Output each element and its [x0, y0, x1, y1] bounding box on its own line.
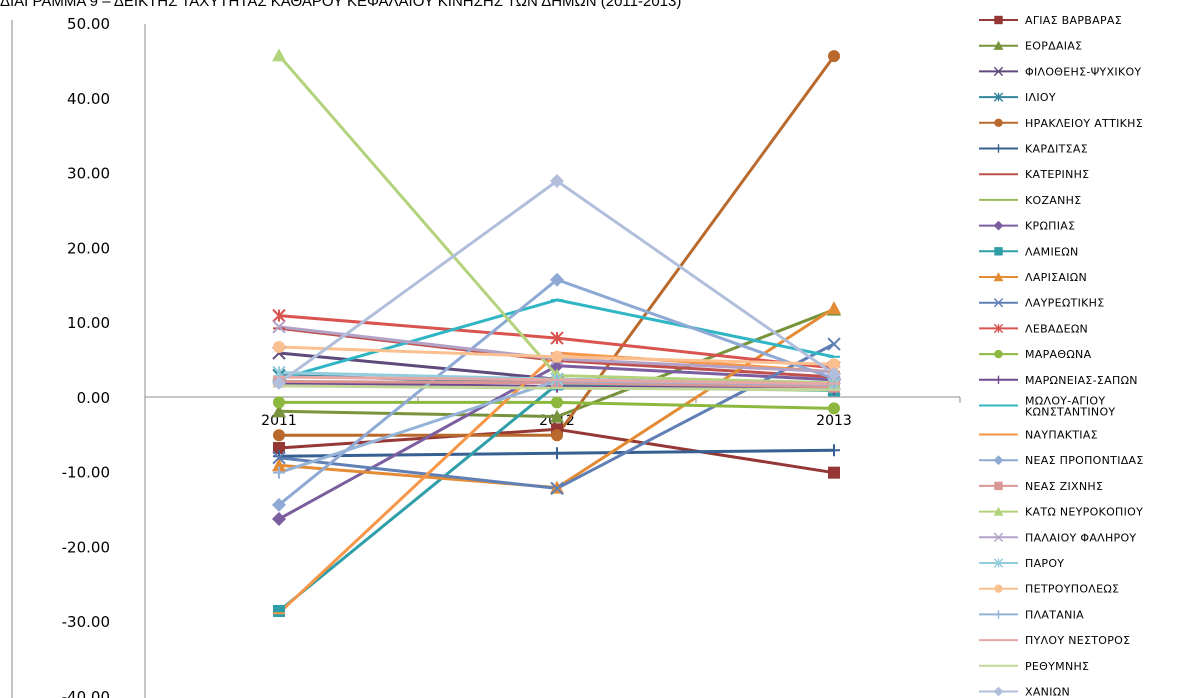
legend-swatch-marker [993, 455, 1004, 466]
legend-swatch-marker [993, 558, 1004, 568]
data-point [550, 481, 564, 496]
y-tick-label: 10.00 [67, 314, 110, 332]
x-tick-label: 2011 [261, 413, 297, 429]
legend-label: ΕΟΡΔΑΙΑΣ [1025, 40, 1082, 53]
data-point [827, 366, 841, 381]
legend-swatch-marker [993, 686, 1004, 697]
legend-swatch-marker [994, 118, 1003, 128]
legend-label: ΠΛΑΤΑΝΙΑ [1025, 608, 1084, 621]
legend-label: ΡΕΘΥΜΝΗΣ [1025, 660, 1089, 673]
data-point [273, 441, 285, 454]
data-point [272, 512, 286, 527]
legend-label: ΠΥΛΟΥ ΝΕΣΤΟΡΟΣ [1025, 634, 1130, 647]
data-point [272, 497, 286, 512]
data-point [273, 429, 285, 442]
data-point [828, 466, 840, 479]
legend-label: ΛΑΡΙΣΑΙΩΝ [1025, 271, 1087, 284]
legend-label: ΠΑΛΑΙΟΥ ΦΑΛΗΡΟΥ [1025, 531, 1136, 544]
legend-swatch-marker [993, 40, 1004, 50]
legend-swatch-marker [994, 375, 1003, 384]
legend-label: ΚΑΤΩ ΝΕΥΡΟΚΟΠΙΟΥ [1025, 506, 1143, 519]
legend-label: ΚΟΖΑΝΗΣ [1025, 194, 1081, 207]
y-tick-label: -10.00 [62, 464, 110, 482]
legend-label: ΗΡΑΚΛΕΙΟΥ ΑΤΤΙΚΗΣ [1025, 117, 1143, 130]
data-point [273, 396, 285, 409]
legend-label: ΦΙΛΟΘΕΗΣ-ΨΥΧΙΚΟΥ [1025, 65, 1141, 78]
x-tick-label: 2013 [816, 413, 852, 429]
y-tick-label: 40.00 [67, 90, 110, 108]
data-point [272, 375, 286, 390]
y-tick-label: 20.00 [67, 239, 110, 257]
data-point [551, 429, 563, 442]
legend-swatch-marker [993, 532, 1004, 542]
legend-swatch-marker [994, 144, 1003, 153]
data-point [828, 402, 840, 415]
legend-label: ΚΡΩΠΙΑΣ [1025, 220, 1075, 233]
data-point [828, 358, 840, 371]
data-point [551, 350, 563, 363]
legend-swatch-marker [994, 481, 1003, 491]
data-point [551, 396, 563, 409]
data-point [272, 48, 286, 62]
data-point [550, 409, 564, 423]
legend-swatch-marker [994, 247, 1003, 256]
legend-label-line: ΚΩΝΣΤΑΝΤΙΝΟΥ [1025, 406, 1115, 419]
y-tick-label: 0.00 [77, 389, 110, 407]
legend-label: ΛΑΜΙΕΩΝ [1025, 245, 1078, 258]
data-point [550, 331, 564, 345]
data-point [828, 50, 840, 63]
data-point [272, 458, 286, 472]
legend-label: ΙΛΙΟΥ [1025, 91, 1056, 104]
data-point [273, 341, 285, 354]
legend-swatch-marker [994, 584, 1003, 593]
data-point [272, 320, 286, 334]
data-point [272, 404, 286, 418]
legend-label: ΜΑΡΩΝΕΙΑΣ-ΣΑΠΩΝ [1025, 374, 1138, 387]
data-point [828, 444, 840, 457]
legend-swatch-marker [993, 92, 1004, 102]
data-point [551, 447, 563, 460]
y-axis-tick-labels: 50.00 40.00 30.00 20.00 10.00 0.00 -10.00 -20.0… [62, 15, 110, 698]
legend-label: ΜΩΛΟΥ-ΑΓΙΟΥ ΚΩΝΣΤΑΝΤΙΝΟΥ [1025, 395, 1115, 419]
legend-label: ΜΑΡΑΘΩΝΑ [1025, 348, 1092, 361]
legend-label: ΛΕΒΑΔΕΩΝ [1025, 322, 1088, 335]
legend-swatch-marker [994, 15, 1003, 25]
data-point [827, 337, 841, 351]
legend-label: ΚΑΡΔΙΤΣΑΣ [1025, 143, 1088, 156]
y-tick-label: 50.00 [67, 15, 110, 33]
y-tick-label: 30.00 [67, 165, 110, 183]
legend-label: ΠΕΤΡΟΥΠΟΛΕΩΣ [1025, 583, 1119, 596]
legend-label: ΠΑΡΟΥ [1025, 557, 1064, 570]
y-tick-label: -30.00 [62, 613, 110, 631]
series-markers [272, 48, 841, 618]
legend-label: ΧΑΝΙΩΝ [1025, 686, 1070, 698]
legend-swatch-marker [993, 66, 1004, 77]
legend-label: ΑΓΙΑΣ ΒΑΡΒΑΡΑΣ [1025, 14, 1122, 27]
legend-swatch-marker [993, 506, 1004, 516]
data-point [272, 451, 286, 465]
legend-label-line: ΜΩΛΟΥ-ΑΓΙΟΥ [1025, 395, 1105, 408]
legend-swatch-marker [993, 323, 1004, 334]
legend-label: ΝΑΥΠΑΚΤΙΑΣ [1025, 429, 1098, 442]
legend: ΑΓΙΑΣ ΒΑΡΒΑΡΑΣ ΕΟΡΔΑΙΑΣ ΦΙΛΟΘΕΗΣ-ΨΥΧΙΚΟΥ ΙΛ… [979, 14, 1144, 698]
legend-swatch-marker [993, 298, 1004, 308]
legend-swatch-marker [993, 272, 1004, 282]
data-point [272, 308, 286, 323]
data-point [550, 174, 564, 189]
data-point [273, 605, 285, 618]
data-point [827, 301, 841, 315]
y-tick-label: -40.00 [62, 688, 110, 698]
data-point [273, 466, 285, 479]
legend-label: ΛΑΥΡΕΩΤΙΚΗΣ [1025, 297, 1104, 310]
chart-title: ΔΙΑΓΡΑΜΜΑ 9 – ΔΕΙΚΤΗΣ ΤΑΧΥΤΗΤΑΣ ΚΑΘΑΡΟΥ … [0, 0, 682, 10]
legend-swatch-marker [994, 610, 1003, 619]
data-point [550, 272, 564, 287]
y-tick-label: -20.00 [62, 538, 110, 556]
legend-label: ΝΕΑΣ ΖΙΧΝΗΣ [1025, 480, 1103, 493]
legend-swatch-marker [994, 349, 1003, 359]
legend-label: ΝΕΑΣ ΠΡΟΠΟΝΤΙΔΑΣ [1025, 454, 1144, 467]
legend-swatch-marker [993, 220, 1004, 231]
legend-label: ΚΑΤΕΡΙΝΗΣ [1025, 168, 1089, 181]
